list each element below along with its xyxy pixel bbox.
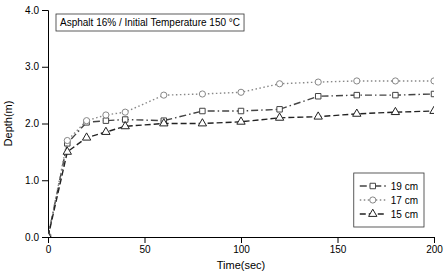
tick-label: 3.0	[25, 61, 39, 72]
point	[277, 107, 282, 112]
tick: 0	[46, 237, 52, 255]
point	[122, 109, 128, 115]
point	[277, 81, 283, 87]
point	[103, 118, 108, 123]
tick-mark	[145, 237, 146, 243]
series-line	[48, 81, 434, 237]
point	[199, 91, 205, 97]
legend-label: 17 cm	[391, 195, 418, 206]
point	[354, 78, 360, 84]
tick-mark	[42, 237, 48, 238]
legend-item: 15 cm	[360, 209, 418, 220]
tick: 4.0	[25, 5, 48, 16]
point	[392, 78, 398, 84]
tick-label: 0.0	[25, 232, 39, 243]
axis-line	[42, 11, 49, 238]
tick-label: 150	[330, 244, 347, 255]
point	[63, 147, 71, 154]
tick-label: 100	[233, 244, 250, 255]
point	[48, 232, 52, 237]
tick-mark	[42, 180, 48, 181]
tick-label: 2.0	[25, 118, 39, 129]
series-line	[48, 111, 434, 237]
point	[275, 113, 283, 120]
point	[431, 91, 434, 96]
tick-mark	[434, 237, 435, 243]
tick: 1.0	[25, 175, 48, 186]
legend-item: 19 cm	[360, 181, 418, 192]
point	[353, 109, 361, 116]
point	[82, 133, 90, 140]
series-line	[48, 94, 434, 237]
legend-marker	[370, 197, 376, 203]
tick: 0.0	[25, 232, 48, 243]
point	[237, 117, 245, 124]
title: Asphalt 16% / Initial Temperature 150 °C	[60, 17, 240, 28]
tick-mark	[241, 237, 242, 243]
tick: 2.0	[25, 118, 48, 129]
point	[430, 106, 434, 113]
tick-mark	[338, 237, 339, 243]
tick-mark	[42, 67, 48, 68]
point	[431, 78, 434, 84]
tick: 100	[233, 237, 250, 255]
point	[84, 118, 90, 124]
tick-label: 1.0	[25, 175, 39, 186]
tick: 200	[426, 237, 443, 255]
point	[198, 119, 206, 126]
plot-area	[48, 78, 434, 237]
chart: 0 50 100 150 200 0.0 1.0 2.0 3.0 4.0 Time(sec) Dept…	[0, 0, 448, 273]
point	[314, 112, 322, 119]
point	[160, 119, 168, 126]
tick-mark	[42, 10, 48, 11]
legend-label: 19 cm	[391, 181, 418, 192]
legend-label: 15 cm	[391, 209, 418, 220]
title-frame	[56, 14, 244, 31]
tick: 150	[330, 237, 347, 255]
point	[238, 89, 244, 95]
point	[393, 92, 398, 97]
tick-label: 200	[426, 244, 443, 255]
legend-frame	[354, 173, 424, 227]
x-axis-title: Time(sec)	[217, 259, 265, 271]
y-axis-title: Depth(m)	[2, 101, 14, 147]
tick-label: 4.0	[25, 5, 39, 16]
tick-mark	[42, 124, 48, 125]
y-axis: 0.0 1.0 2.0 3.0 4.0	[25, 5, 48, 243]
point	[315, 79, 321, 85]
point	[238, 108, 243, 113]
tick: 50	[139, 237, 151, 255]
legend-item: 17 cm	[360, 195, 418, 206]
x-axis: 0 50 100 150 200	[46, 237, 444, 255]
point	[200, 108, 205, 113]
point	[64, 137, 70, 143]
point	[391, 107, 399, 114]
legend-marker	[369, 209, 377, 216]
legend: 19 cm 17 cm 15 cm	[354, 173, 424, 227]
point	[161, 92, 167, 98]
axis-line	[49, 238, 435, 244]
tick-label: 0	[46, 244, 52, 255]
title-box: Asphalt 16% / Initial Temperature 150 °C	[56, 14, 244, 31]
point	[103, 112, 109, 118]
point	[315, 94, 320, 99]
tick: 3.0	[25, 61, 48, 72]
tick-label: 50	[139, 244, 151, 255]
point	[102, 127, 110, 134]
point	[121, 122, 129, 129]
legend-marker	[370, 183, 375, 188]
point	[354, 92, 359, 97]
